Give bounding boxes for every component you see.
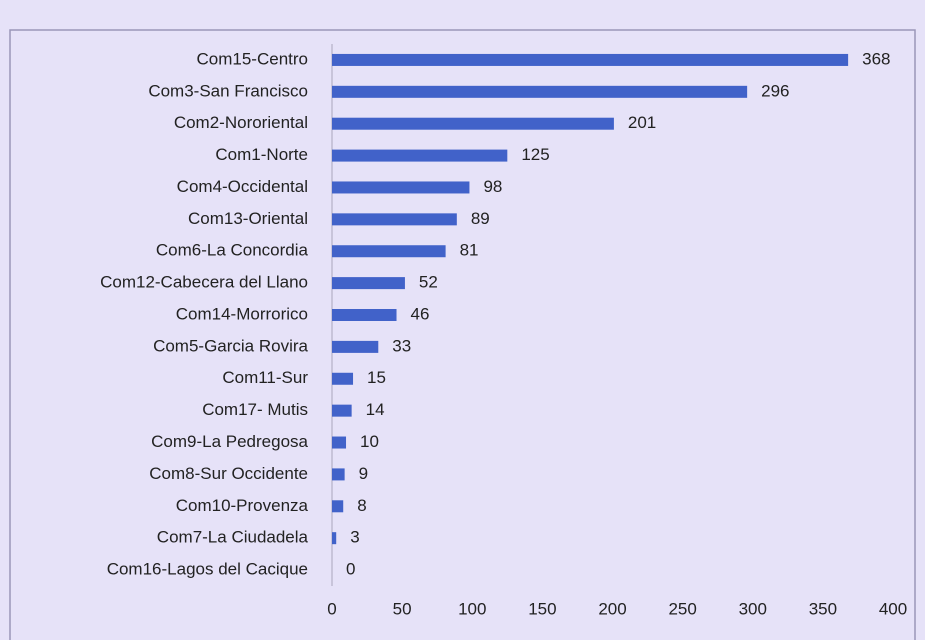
y-tick-label: Com17- Mutis (202, 400, 308, 419)
bar (332, 117, 614, 130)
bar (332, 245, 446, 258)
value-label: 10 (360, 432, 379, 451)
x-tick-label: 250 (668, 599, 696, 618)
bar (332, 149, 508, 162)
value-label: 33 (392, 336, 411, 355)
y-tick-label: Com13-Oriental (188, 209, 308, 228)
y-tick-label: Com8-Sur Occidente (149, 464, 308, 483)
value-label: 81 (460, 241, 479, 260)
bar (332, 213, 457, 226)
value-label: 15 (367, 368, 386, 387)
x-tick-label: 150 (528, 599, 556, 618)
bar (332, 53, 849, 66)
y-tick-label: Com6-La Concordia (156, 241, 309, 260)
y-tick-label: Com14-Morrorico (176, 304, 308, 323)
value-label: 125 (521, 145, 549, 164)
y-tick-label: Com5-Garcia Rovira (153, 336, 308, 355)
bar (332, 340, 379, 353)
y-tick-label: Com4-Occidental (177, 177, 308, 196)
x-tick-label: 350 (809, 599, 837, 618)
x-tick-label: 50 (393, 599, 412, 618)
value-label: 201 (628, 113, 656, 132)
y-tick-label: Com16-Lagos del Cacique (107, 560, 308, 579)
bar (332, 372, 354, 385)
y-tick-label: Com10-Provenza (176, 496, 309, 515)
x-tick-label: 300 (739, 599, 767, 618)
y-tick-label: Com7-La Ciudadela (157, 528, 309, 547)
value-label: 0 (346, 560, 355, 579)
y-tick-label: Com12-Cabecera del Llano (100, 273, 308, 292)
x-tick-label: 200 (598, 599, 626, 618)
value-label: 296 (761, 81, 789, 100)
value-label: 368 (862, 49, 890, 68)
bar (332, 404, 352, 417)
bar (332, 181, 470, 194)
bar (332, 532, 337, 545)
value-label: 46 (411, 304, 430, 323)
plot-frame (9, 29, 916, 640)
value-label: 52 (419, 273, 438, 292)
bar (332, 436, 347, 449)
bar (332, 85, 748, 98)
value-label: 9 (359, 464, 368, 483)
value-label: 14 (366, 400, 385, 419)
y-tick-label: Com2-Nororiental (174, 113, 308, 132)
value-label: 89 (471, 209, 490, 228)
value-label: 98 (483, 177, 502, 196)
value-label: 3 (350, 528, 359, 547)
y-tick-label: Com11-Sur (222, 368, 308, 387)
bar (332, 277, 405, 290)
y-tick-label: Com3-San Francisco (148, 81, 308, 100)
x-tick-label: 100 (458, 599, 486, 618)
x-tick-label: 400 (879, 599, 907, 618)
bar (332, 309, 397, 321)
y-tick-label: Com1-Norte (215, 145, 308, 164)
bar (332, 468, 345, 481)
bar (332, 500, 344, 513)
x-tick-label: 0 (327, 599, 336, 618)
y-tick-label: Com9-La Pedregosa (151, 432, 308, 451)
y-tick-label: Com15-Centro (197, 49, 309, 68)
value-label: 8 (357, 496, 366, 515)
